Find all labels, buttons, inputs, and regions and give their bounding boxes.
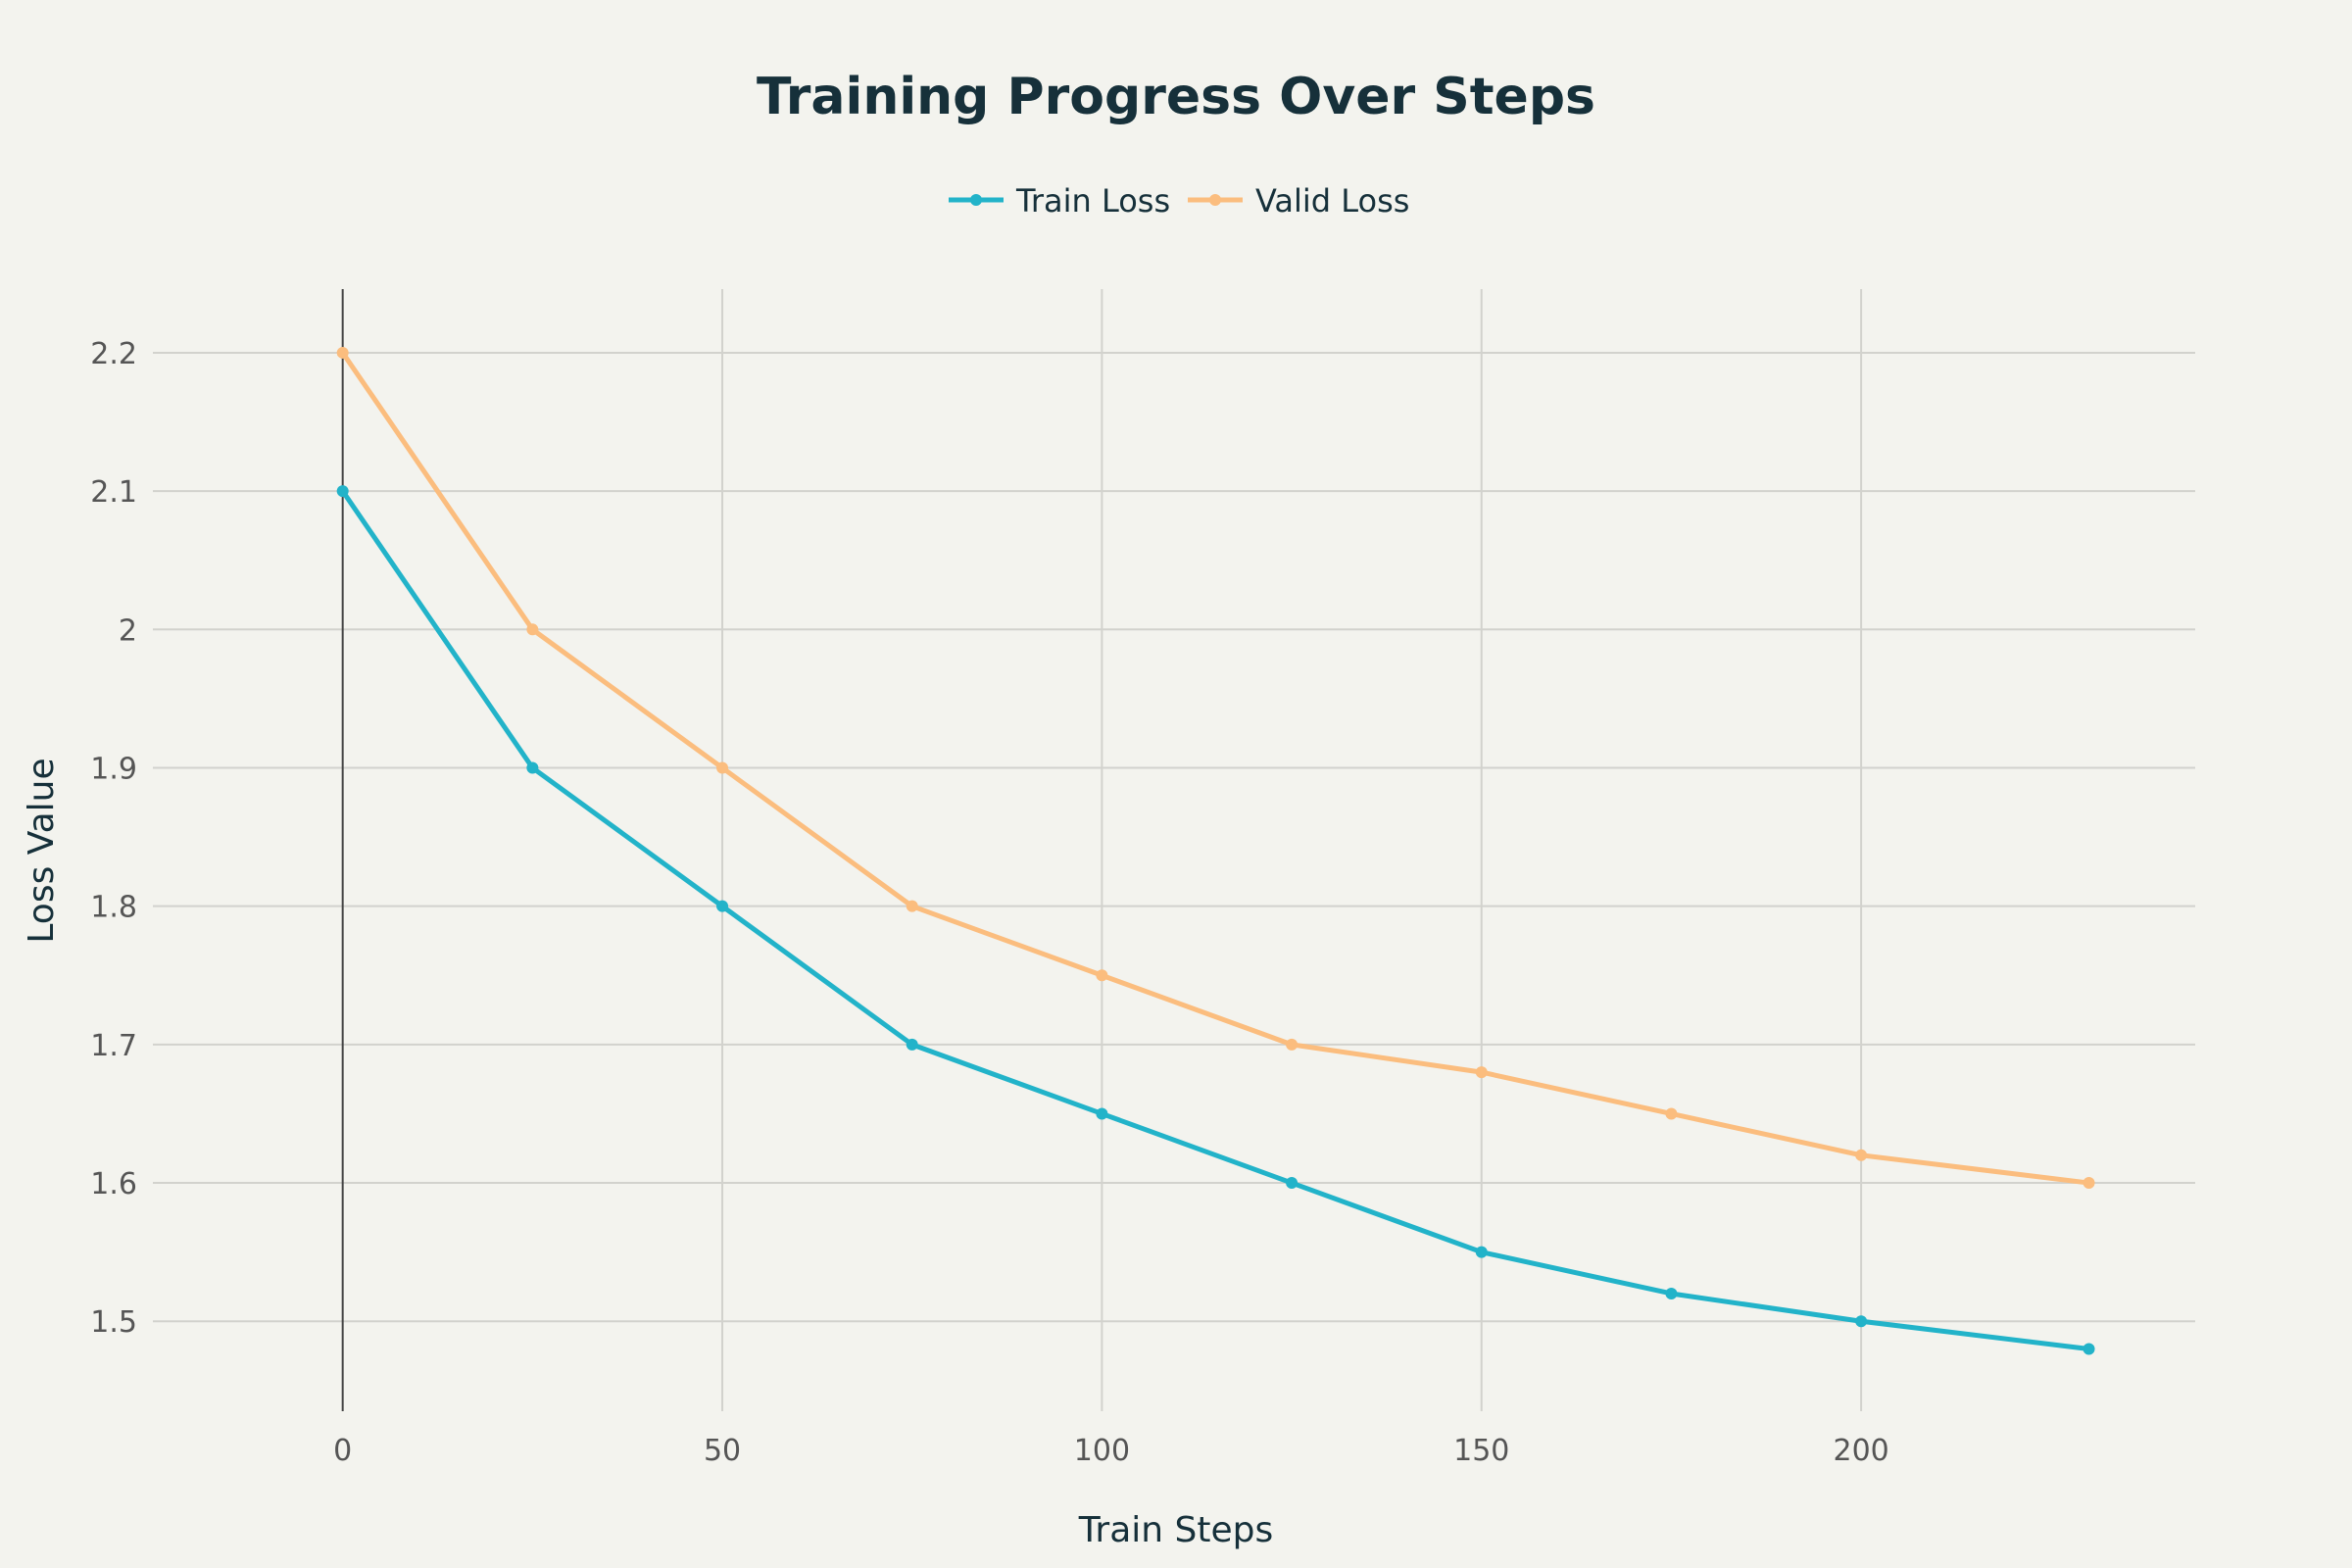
data-point-valid-loss[interactable] [1855, 1149, 1868, 1161]
y-axis-title: Loss Value [22, 758, 62, 943]
data-point-train-loss[interactable] [906, 1038, 918, 1051]
series-line-train-loss [340, 489, 2089, 1351]
chart-title: Training Progress Over Steps [757, 68, 1595, 126]
plot-area [336, 346, 2095, 1355]
y-tick-label: 2 [119, 613, 137, 648]
data-point-train-loss[interactable] [1286, 1177, 1298, 1190]
data-point-train-loss[interactable] [336, 485, 349, 498]
y-tick-label: 1.8 [90, 891, 137, 925]
legend-item-train-loss[interactable]: Train Loss [949, 182, 1170, 220]
legend-item-valid-loss[interactable]: Valid Loss [1188, 182, 1409, 220]
legend-label-train-loss: Train Loss [1015, 182, 1170, 220]
data-point-train-loss[interactable] [1855, 1315, 1868, 1328]
legend: Train Loss Valid Loss [949, 182, 1409, 220]
data-point-train-loss[interactable] [2082, 1343, 2095, 1355]
data-point-train-loss[interactable] [526, 761, 539, 774]
x-tick-label: 150 [1453, 1434, 1509, 1468]
series-train-loss [336, 485, 2095, 1355]
gridlines [153, 289, 2195, 1411]
x-tick-label: 200 [1833, 1434, 1888, 1468]
data-point-train-loss[interactable] [1665, 1287, 1678, 1299]
x-tick-label: 100 [1074, 1434, 1130, 1468]
data-point-valid-loss[interactable] [906, 900, 918, 912]
y-tick-label: 1.6 [90, 1167, 137, 1201]
data-point-train-loss[interactable] [1475, 1246, 1488, 1258]
data-point-train-loss[interactable] [1096, 1107, 1108, 1120]
data-point-train-loss[interactable] [716, 900, 729, 912]
legend-label-valid-loss: Valid Loss [1255, 182, 1409, 220]
data-point-valid-loss[interactable] [1286, 1038, 1298, 1051]
series-valid-loss [336, 346, 2095, 1190]
tick-labels: 0 50 100 150 200 1.5 1.6 1.7 1.8 1.9 2 2.1 2.2 [90, 337, 1888, 1468]
data-point-valid-loss[interactable] [1475, 1066, 1488, 1079]
data-point-valid-loss[interactable] [716, 761, 729, 774]
data-point-valid-loss[interactable] [526, 623, 539, 636]
series-line-valid-loss [340, 351, 2089, 1186]
y-tick-label: 1.9 [90, 752, 137, 786]
y-tick-label: 2.1 [90, 475, 137, 510]
x-axis-title: Train Steps [1078, 1510, 1274, 1550]
y-tick-label: 1.5 [90, 1305, 137, 1340]
data-point-valid-loss[interactable] [2082, 1177, 2095, 1190]
x-tick-label: 50 [704, 1434, 741, 1468]
x-tick-label: 0 [333, 1434, 352, 1468]
data-point-valid-loss[interactable] [1096, 969, 1108, 982]
data-point-valid-loss[interactable] [336, 346, 349, 359]
y-tick-label: 1.7 [90, 1029, 137, 1063]
data-point-valid-loss[interactable] [1665, 1107, 1678, 1120]
legend-marker-train-loss [970, 194, 982, 206]
y-tick-label: 2.2 [90, 337, 137, 371]
legend-marker-valid-loss [1209, 194, 1221, 206]
